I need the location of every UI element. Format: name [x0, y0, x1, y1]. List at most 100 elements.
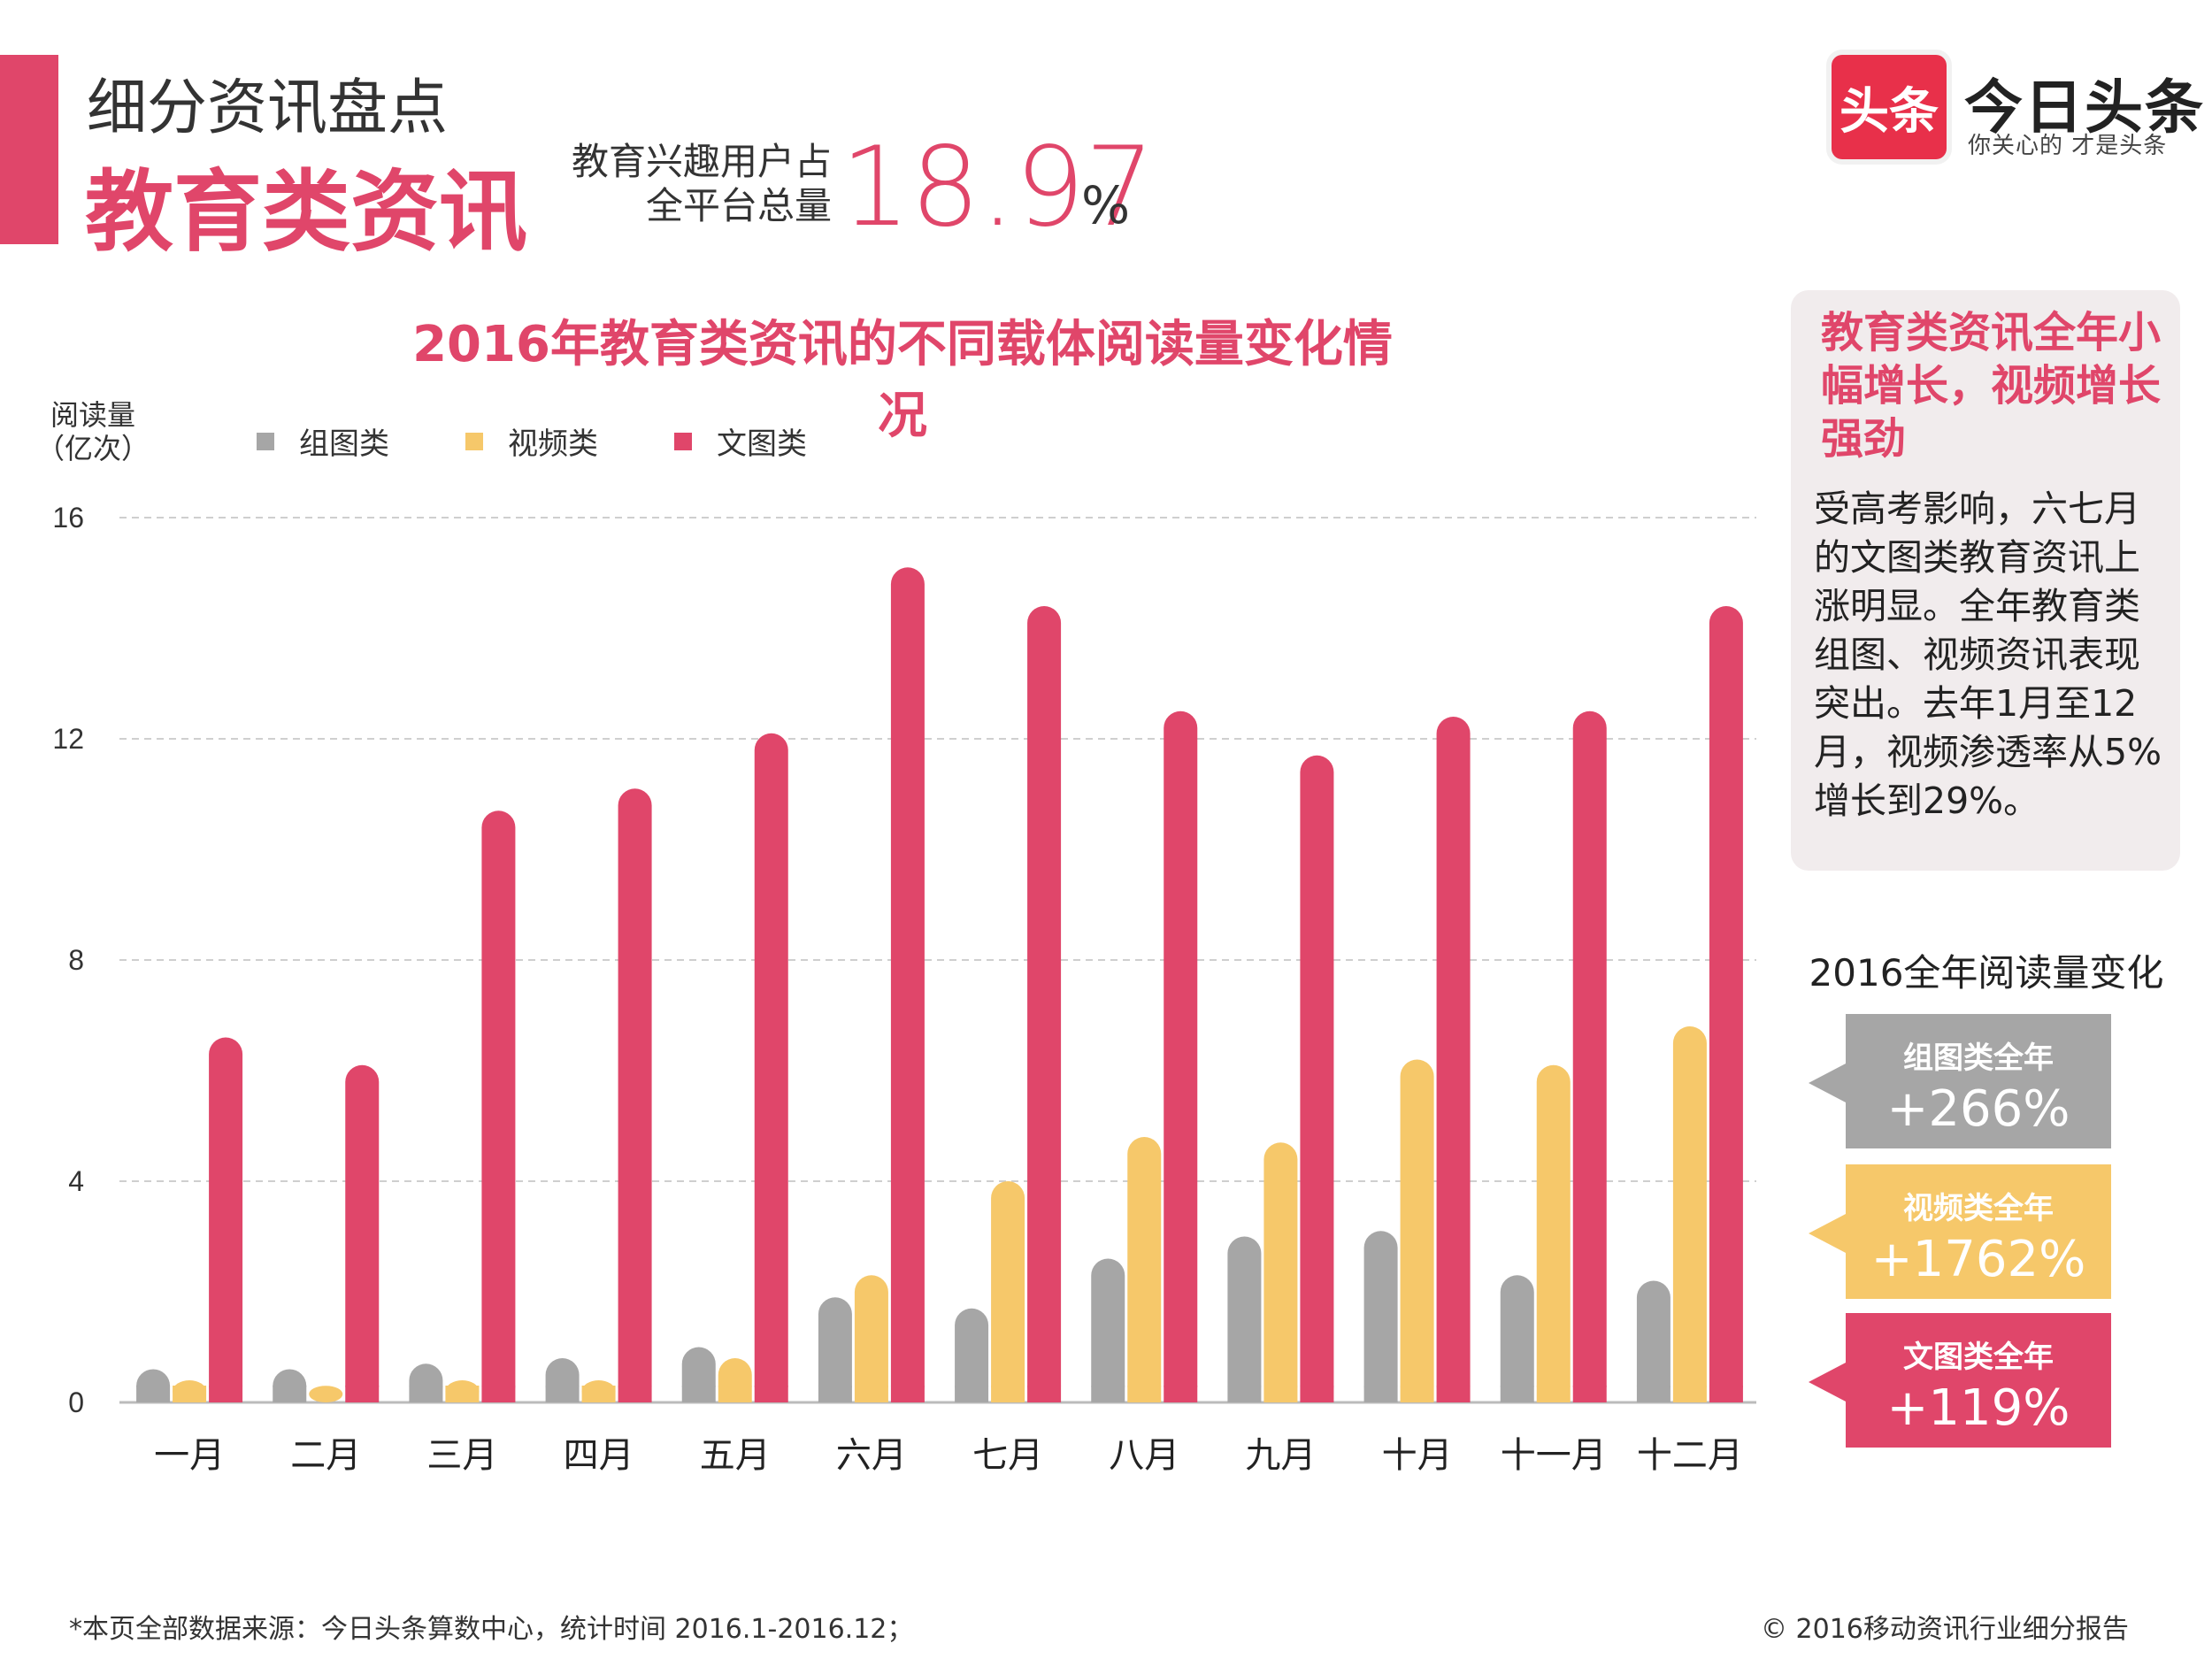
bar-base: [818, 1386, 852, 1402]
y-axis-label: 阅读量 （亿次）: [35, 398, 150, 465]
bar-base: [1227, 1386, 1262, 1402]
bar-base: [1500, 1386, 1534, 1402]
x-tick-label: 二月: [290, 1436, 361, 1475]
bar: [1572, 710, 1607, 1402]
bar-base: [618, 1386, 652, 1402]
bar: [209, 1037, 243, 1402]
x-tick-label: 三月: [426, 1436, 497, 1475]
bar-base: [718, 1386, 752, 1402]
change-card-value: +1762%: [1870, 1231, 2086, 1288]
bar-base: [1709, 1386, 1743, 1402]
bar-base: [754, 1386, 788, 1402]
legend-item-yellow: 视频类: [465, 419, 598, 463]
y-tick-label: 8: [68, 944, 84, 976]
bar-base: [1091, 1386, 1125, 1402]
bar-base: [545, 1386, 580, 1402]
legend-swatch-yellow: [465, 432, 483, 450]
change-card-yellow: 视频类全年 +1762%: [1809, 1164, 2111, 1299]
bar-base: [273, 1386, 307, 1402]
change-card-value: +266%: [1886, 1080, 2070, 1138]
bar-base: [1400, 1386, 1434, 1402]
bar-base: [445, 1386, 480, 1402]
summary-panel: [1791, 290, 2180, 871]
toutiao-logo-icon: 头条: [1832, 55, 1947, 159]
section-label: 细分资讯盘点: [87, 73, 449, 143]
bar: [854, 1275, 888, 1402]
change-card-label: 视频类全年: [1903, 1191, 2054, 1226]
card-pointer-gray: [1809, 1064, 1846, 1102]
bar-base: [1536, 1386, 1571, 1402]
bar: [1400, 1059, 1434, 1402]
bar: [1227, 1236, 1262, 1402]
bar-base: [1636, 1386, 1671, 1402]
bar: [1500, 1275, 1534, 1402]
bar-base: [890, 1386, 925, 1402]
footer-source: *本页全部数据来源：今日头条算数中心，统计时间 2016.1-2016.12；: [69, 1614, 914, 1645]
section-title: 教育类资讯: [85, 160, 527, 264]
legend-label-yellow: 视频类: [508, 426, 598, 462]
bar-base: [481, 1386, 516, 1402]
stat-description: 教育兴趣用户占 全平台总量: [549, 140, 832, 228]
bar: [481, 810, 516, 1402]
bar-base: [1027, 1386, 1062, 1402]
change-card-gray: 组图类全年 +266%: [1809, 1014, 2111, 1148]
y-tick-label: 12: [52, 723, 84, 755]
footer-copyright: © 2016移动资讯行业细分报告: [1761, 1614, 2129, 1645]
bar: [1300, 755, 1334, 1402]
annual-change-title: 2016全年阅读量变化: [1809, 951, 2164, 995]
bar-base: [681, 1386, 716, 1402]
bar: [818, 1297, 852, 1402]
change-card-red: 文图类全年 +119%: [1809, 1313, 2111, 1448]
stat-unit: %: [1081, 175, 1131, 235]
bar: [1672, 1026, 1707, 1402]
stat-description-line2: 全平台总量: [645, 184, 832, 227]
bar: [1027, 606, 1062, 1402]
x-tick-label: 六月: [836, 1436, 907, 1475]
bar: [1363, 1231, 1398, 1402]
bar: [1127, 1137, 1162, 1402]
x-tick-label: 四月: [564, 1436, 634, 1475]
bar-base: [409, 1386, 443, 1402]
stat-description-line1: 教育兴趣用户占: [571, 140, 832, 183]
change-card-value: +119%: [1886, 1379, 2070, 1437]
bar: [345, 1064, 380, 1402]
legend-swatch-gray: [257, 432, 274, 450]
bar-base: [1363, 1386, 1398, 1402]
y-tick-label: 0: [68, 1386, 84, 1418]
bar-base: [955, 1386, 989, 1402]
bar: [1709, 606, 1743, 1402]
legend-item-gray: 组图类: [257, 419, 389, 463]
bar-chart: 0 4 8 12 16 一月 二月 三月 四月 五月 六月 七月 八月 九月 十月 十一月 十二月: [52, 502, 1756, 1475]
change-card-label: 组图类全年: [1903, 1041, 2054, 1076]
accent-bar: [0, 55, 58, 244]
bar: [618, 788, 652, 1402]
bar: [890, 567, 925, 1402]
x-tick-label: 八月: [1109, 1436, 1179, 1475]
x-tick-label: 五月: [700, 1436, 771, 1475]
bar-base: [1164, 1386, 1198, 1402]
bar-base: [345, 1386, 380, 1402]
bar: [754, 733, 788, 1402]
stat-value: 18.97: [841, 124, 1155, 251]
bar-base: [1127, 1386, 1162, 1402]
bar: [1091, 1258, 1125, 1402]
bar: [991, 1181, 1025, 1402]
y-tick-label: 16: [52, 502, 84, 534]
chart-legend: 组图类 视频类 文图类: [257, 419, 807, 463]
bar-base: [581, 1386, 616, 1402]
bar: [1436, 717, 1471, 1402]
summary-headline: 教育类资讯全年小幅增长，视频增长强劲: [1821, 308, 2162, 464]
y-axis-label-line1: 阅读量: [50, 398, 135, 432]
logo-name: 今日头条: [1964, 73, 2205, 142]
y-tick-label: 4: [68, 1165, 84, 1197]
bar: [1636, 1280, 1671, 1402]
legend-swatch-red: [674, 432, 692, 450]
x-tick-label: 七月: [972, 1436, 1043, 1475]
bar-base: [173, 1386, 207, 1402]
bar: [1536, 1064, 1571, 1402]
bar-base: [1263, 1386, 1298, 1402]
bar-base: [854, 1386, 888, 1402]
x-tick-label: 十月: [1382, 1436, 1453, 1475]
bar: [309, 1386, 343, 1402]
x-tick-label: 九月: [1245, 1436, 1316, 1475]
